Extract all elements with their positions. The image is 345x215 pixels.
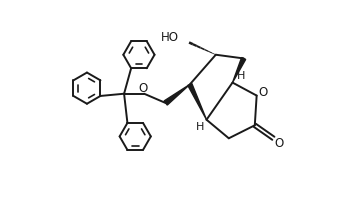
- Text: H: H: [237, 71, 245, 81]
- Polygon shape: [164, 84, 190, 105]
- Text: O: O: [138, 82, 148, 95]
- Text: H: H: [196, 122, 204, 132]
- Text: O: O: [258, 86, 268, 100]
- Polygon shape: [233, 57, 246, 83]
- Polygon shape: [188, 83, 207, 120]
- Text: O: O: [274, 137, 283, 150]
- Text: HO: HO: [161, 31, 179, 44]
